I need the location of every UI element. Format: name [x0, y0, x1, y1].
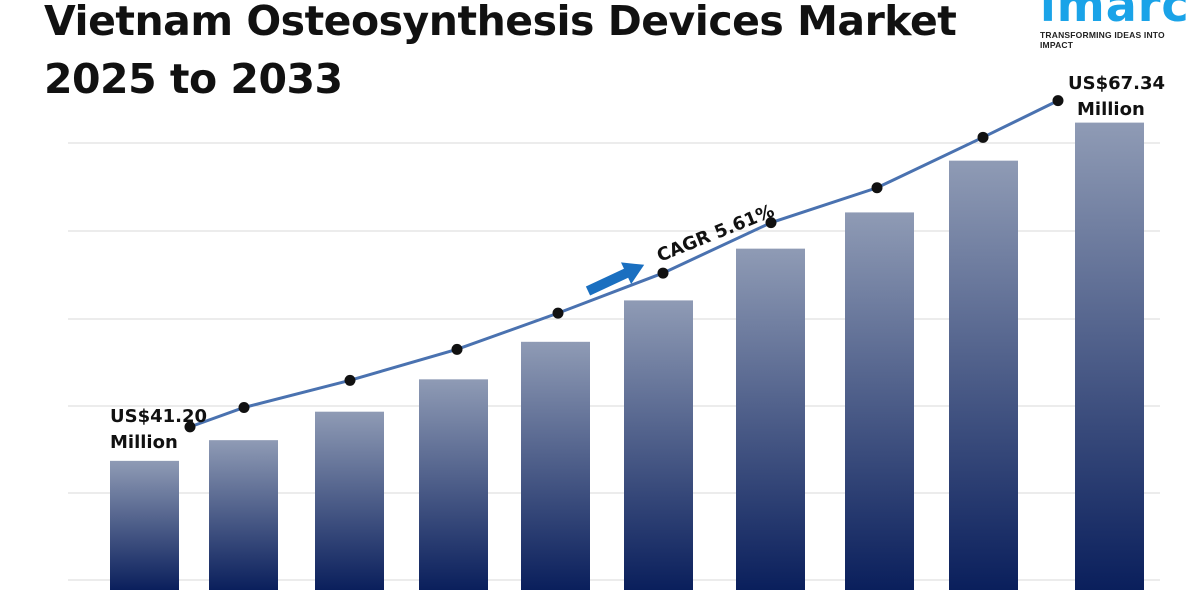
imarc-logo: imarc TRANSFORMING IDEAS INTO IMPACT	[1040, 0, 1200, 50]
trend-point	[184, 421, 196, 433]
logo-tagline: TRANSFORMING IDEAS INTO IMPACT	[1040, 30, 1165, 50]
trend-point	[1052, 95, 1064, 107]
end-unit-label: Million	[1077, 99, 1145, 120]
cagr-arrow-icon	[585, 262, 645, 296]
trend-point	[552, 307, 564, 319]
trend-point	[238, 401, 250, 413]
title-line-1: Vietnam Osteosynthesis Devices Market	[44, 0, 957, 45]
trend-point	[871, 182, 883, 194]
start-value-label: US$41.20	[110, 406, 207, 427]
trend-line	[189, 99, 1059, 429]
title-line-2: 2025 to 2033	[44, 55, 343, 103]
bar	[624, 300, 693, 590]
bar	[949, 160, 1018, 590]
bar	[209, 440, 278, 590]
logo-word: imarc	[1040, 0, 1190, 32]
trend-point	[451, 343, 463, 355]
bar	[521, 341, 590, 590]
bar	[1075, 122, 1144, 590]
bar	[315, 411, 384, 590]
trend-point	[344, 374, 356, 386]
bar	[110, 460, 179, 590]
end-value-label: US$67.34	[1068, 73, 1165, 94]
bar	[845, 212, 914, 590]
trend-point	[977, 131, 989, 143]
start-unit-label: Million	[110, 432, 178, 453]
chart-title: Vietnam Osteosynthesis Devices Market 202…	[44, 0, 957, 108]
trend-point	[765, 217, 777, 229]
trend-point	[657, 267, 669, 279]
bar	[736, 248, 805, 590]
bar	[419, 379, 488, 590]
